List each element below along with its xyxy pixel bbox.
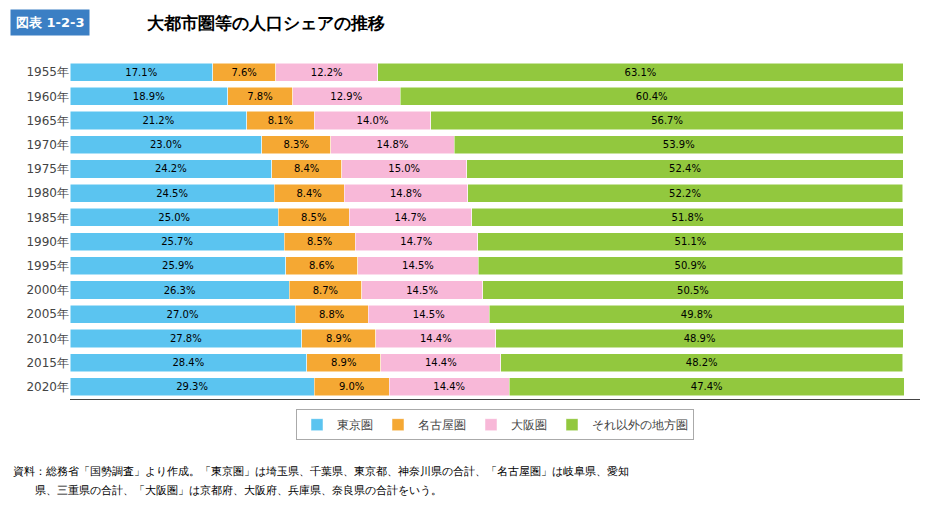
svg-text:1980年: 1980年	[26, 186, 69, 200]
svg-text:1985年: 1985年	[26, 211, 69, 225]
svg-text:14.0%: 14.0%	[357, 115, 389, 126]
svg-text:23.0%: 23.0%	[150, 139, 182, 150]
svg-text:50.5%: 50.5%	[677, 285, 709, 296]
svg-text:25.7%: 25.7%	[161, 236, 193, 247]
svg-text:それ以外の地方圏: それ以外の地方圏	[592, 418, 688, 432]
svg-text:53.9%: 53.9%	[663, 139, 695, 150]
svg-text:7.8%: 7.8%	[247, 91, 272, 102]
svg-text:21.2%: 21.2%	[142, 115, 174, 126]
svg-text:18.9%: 18.9%	[133, 91, 165, 102]
svg-text:51.1%: 51.1%	[675, 236, 707, 247]
svg-text:1955年: 1955年	[26, 65, 69, 79]
svg-text:2020年: 2020年	[26, 380, 69, 394]
svg-text:1965年: 1965年	[26, 114, 69, 128]
svg-text:9.0%: 9.0%	[339, 381, 364, 392]
svg-text:12.2%: 12.2%	[311, 67, 343, 78]
svg-text:60.4%: 60.4%	[636, 91, 668, 102]
svg-text:14.8%: 14.8%	[390, 188, 422, 199]
svg-text:14.7%: 14.7%	[400, 236, 432, 247]
svg-text:27.0%: 27.0%	[167, 309, 199, 320]
svg-text:2000年: 2000年	[26, 283, 69, 297]
svg-text:26.3%: 26.3%	[164, 285, 196, 296]
svg-text:14.4%: 14.4%	[425, 357, 457, 368]
svg-text:1995年: 1995年	[26, 259, 69, 273]
svg-text:1960年: 1960年	[26, 90, 69, 104]
svg-text:7.6%: 7.6%	[231, 67, 256, 78]
svg-text:大都市圏等の人口シェアの推移: 大都市圏等の人口シェアの推移	[147, 13, 385, 33]
svg-text:14.5%: 14.5%	[413, 309, 445, 320]
svg-text:29.3%: 29.3%	[176, 381, 208, 392]
svg-text:14.8%: 14.8%	[377, 139, 409, 150]
svg-text:25.9%: 25.9%	[162, 260, 194, 271]
svg-text:名古屋圏: 名古屋圏	[418, 418, 466, 432]
svg-text:25.0%: 25.0%	[158, 212, 190, 223]
svg-text:24.2%: 24.2%	[155, 163, 187, 174]
svg-text:63.1%: 63.1%	[625, 67, 657, 78]
svg-text:17.1%: 17.1%	[125, 67, 157, 78]
svg-text:2005年: 2005年	[26, 307, 69, 321]
svg-text:8.6%: 8.6%	[309, 260, 334, 271]
svg-text:8.4%: 8.4%	[294, 163, 319, 174]
svg-text:1970年: 1970年	[26, 138, 69, 152]
svg-text:県、三重県の合計、「大阪圏」は京都府、大阪府、兵庫県、奈良県: 県、三重県の合計、「大阪圏」は京都府、大阪府、兵庫県、奈良県の合計をいう。	[13, 484, 442, 497]
svg-text:図表 1-2-3: 図表 1-2-3	[16, 15, 84, 30]
svg-text:8.1%: 8.1%	[268, 115, 293, 126]
svg-text:2010年: 2010年	[26, 332, 69, 346]
svg-text:48.9%: 48.9%	[684, 333, 716, 344]
svg-text:14.4%: 14.4%	[433, 381, 465, 392]
svg-text:15.0%: 15.0%	[388, 163, 420, 174]
svg-text:1990年: 1990年	[26, 235, 69, 249]
svg-text:大阪圏: 大阪圏	[511, 418, 547, 432]
svg-text:47.4%: 47.4%	[691, 381, 723, 392]
svg-text:東京圏: 東京圏	[337, 418, 373, 432]
svg-text:48.2%: 48.2%	[686, 357, 718, 368]
svg-text:8.3%: 8.3%	[284, 139, 309, 150]
svg-text:49.8%: 49.8%	[681, 309, 713, 320]
svg-text:24.5%: 24.5%	[156, 188, 188, 199]
svg-text:50.9%: 50.9%	[675, 260, 707, 271]
svg-text:52.4%: 52.4%	[669, 163, 701, 174]
svg-text:8.5%: 8.5%	[307, 236, 332, 247]
svg-text:8.8%: 8.8%	[319, 309, 344, 320]
svg-text:14.5%: 14.5%	[406, 285, 438, 296]
svg-text:1975年: 1975年	[26, 162, 69, 176]
svg-text:資料：総務省「国勢調査」より作成。「東京圏」は埼玉県、千葉県: 資料：総務省「国勢調査」より作成。「東京圏」は埼玉県、千葉県、東京都、神奈川県の…	[13, 465, 629, 478]
svg-text:51.8%: 51.8%	[672, 212, 704, 223]
svg-text:12.9%: 12.9%	[330, 91, 362, 102]
svg-text:52.2%: 52.2%	[669, 188, 701, 199]
svg-text:14.4%: 14.4%	[420, 333, 452, 344]
svg-text:8.9%: 8.9%	[326, 333, 351, 344]
svg-text:56.7%: 56.7%	[651, 115, 683, 126]
svg-text:8.4%: 8.4%	[296, 188, 321, 199]
svg-text:27.8%: 27.8%	[170, 333, 202, 344]
svg-text:14.5%: 14.5%	[402, 260, 434, 271]
svg-text:8.7%: 8.7%	[313, 285, 338, 296]
svg-text:14.7%: 14.7%	[395, 212, 427, 223]
svg-text:8.9%: 8.9%	[331, 357, 356, 368]
svg-text:2015年: 2015年	[26, 356, 69, 370]
svg-text:8.5%: 8.5%	[301, 212, 326, 223]
svg-text:28.4%: 28.4%	[172, 357, 204, 368]
